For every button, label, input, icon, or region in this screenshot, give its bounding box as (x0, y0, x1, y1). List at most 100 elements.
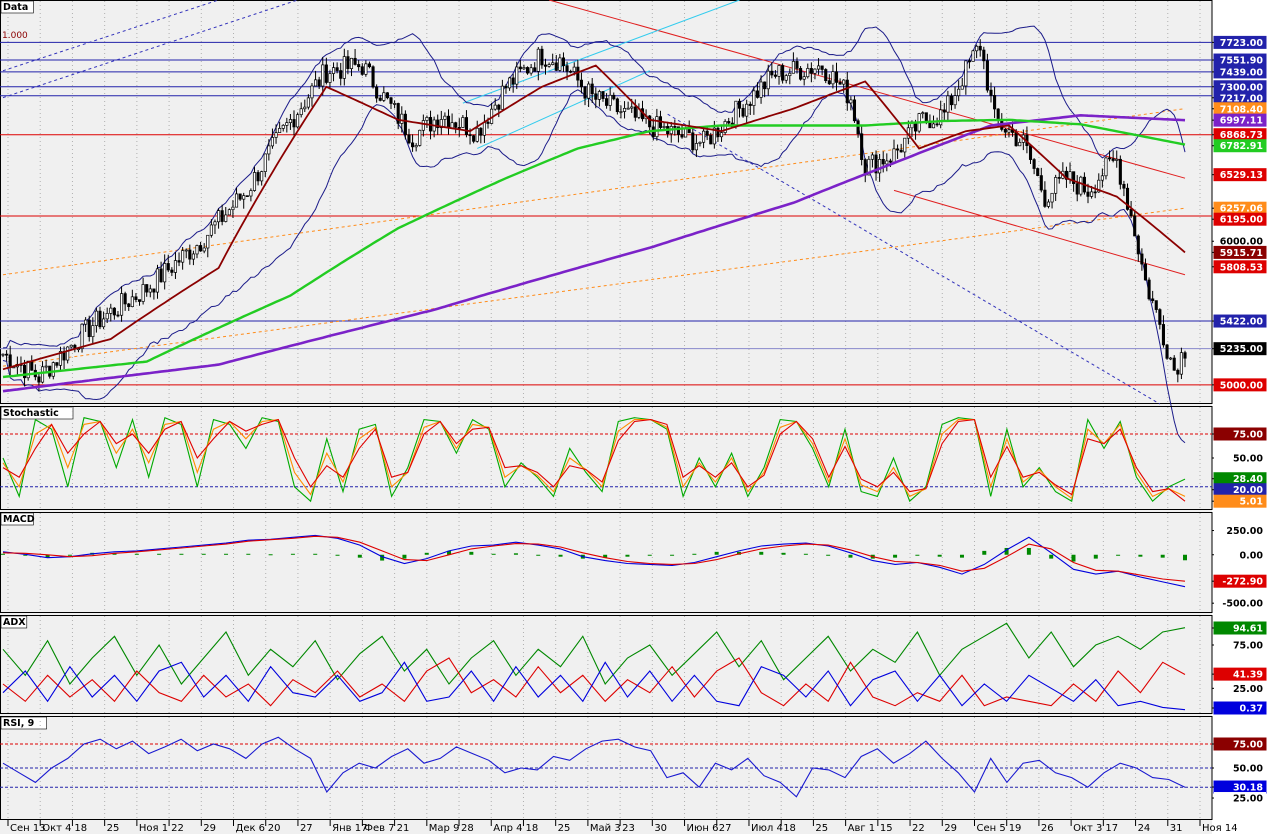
price-tag-label: 6195.00 (1220, 215, 1264, 226)
price-tag: 7439.00 (1212, 65, 1267, 79)
price-tag: -500.00 (1212, 597, 1266, 610)
price-tag: 25.00 (1212, 682, 1266, 695)
date-label: 29 (203, 823, 216, 834)
macd-histogram-bar (803, 553, 808, 555)
date-label: 25 (107, 823, 120, 834)
price-tag-label: 5808.53 (1220, 262, 1263, 273)
candle-body (84, 319, 88, 325)
price-tag-label: 75.00 (1233, 740, 1263, 751)
candle-body (112, 307, 116, 316)
trend-channel-line (2, 207, 1186, 367)
candle-body (881, 159, 885, 165)
price-tag-label: 6997.11 (1220, 116, 1263, 127)
candle-body (985, 60, 989, 91)
panel-frame (0, 0, 1213, 404)
candle-body (784, 75, 788, 81)
price-tag-label: 5915.71 (1220, 248, 1263, 259)
date-label: 27 (719, 823, 732, 834)
macd-histogram-bar (290, 553, 295, 555)
candle-body (791, 61, 795, 74)
price-tag: 41.39 (1212, 667, 1267, 681)
candle-body (234, 193, 239, 208)
candle-body (802, 76, 806, 80)
macd-histogram-bar (1160, 554, 1165, 558)
candle-body (303, 106, 307, 110)
candle-body (612, 94, 616, 100)
candle-body (349, 57, 354, 69)
price-tag-label: 7108.40 (1220, 104, 1264, 115)
candle-body (1028, 145, 1033, 160)
candle-body (382, 92, 386, 101)
price-tag-label: 41.39 (1233, 670, 1263, 681)
panel-title-box (0, 615, 28, 629)
date-label: 27 (300, 823, 313, 834)
candle-body (256, 172, 260, 182)
date-label: 31 (1170, 823, 1183, 834)
candle-body (173, 260, 177, 273)
date-label: 18 (783, 823, 796, 834)
candle-body (619, 111, 623, 113)
candle-body (1064, 170, 1068, 180)
price-tag-label: 5235.00 (1220, 344, 1264, 355)
candle-body (515, 66, 519, 85)
candle-body (288, 119, 292, 123)
candle-body (903, 137, 907, 153)
candle-body (436, 119, 440, 129)
candle-body (558, 57, 562, 71)
candle-body (1046, 201, 1051, 207)
candle-body (396, 103, 400, 124)
candle-body (1104, 157, 1108, 177)
panel-title-box (0, 716, 47, 730)
price-tag: 6195.00 (1212, 212, 1267, 226)
price-tag: 7551.90 (1212, 53, 1267, 67)
indicator-series-0 (2, 622, 1186, 686)
macd-histogram-bar (380, 554, 385, 561)
candle-body (1133, 215, 1137, 237)
panel-title: Data (3, 2, 28, 13)
candle-body (842, 79, 846, 85)
candle-body (892, 148, 896, 163)
indicator-series-0 (2, 534, 1186, 588)
candle-body (242, 195, 246, 200)
candle-body (827, 80, 831, 85)
candle-body (709, 135, 713, 145)
price-tag: 6000.00 (1212, 235, 1266, 248)
candle-body (1172, 357, 1176, 371)
candle-body (565, 65, 569, 72)
indicator-series-0 (2, 736, 1186, 798)
candle-body (231, 206, 235, 211)
candle-body (497, 104, 501, 110)
price-tag: 6782.91 (1212, 139, 1267, 153)
candle-body (856, 120, 860, 135)
candle-body (278, 128, 282, 133)
price-tag-label: 75.00 (1233, 641, 1263, 652)
candle-body (737, 100, 742, 109)
date-label: 17 (1105, 823, 1118, 834)
candle-body (281, 124, 285, 129)
macd-histogram-bar (469, 551, 474, 555)
macd-histogram-bar (558, 554, 563, 557)
candle-body (896, 148, 900, 151)
candle-body (342, 56, 346, 79)
candle-body (40, 366, 45, 383)
candle-body (446, 115, 451, 129)
candle-body (105, 313, 109, 320)
macd-histogram-bar (982, 550, 987, 555)
price-tag-box (1214, 682, 1266, 695)
candle-body (267, 145, 271, 155)
price-tag: 7723.00 (1212, 35, 1267, 49)
candle-body (831, 71, 835, 85)
price-tag: 94.61 (1212, 621, 1267, 635)
candle-body (1176, 369, 1180, 375)
price-tag-label: 50.00 (1233, 454, 1263, 465)
price-tag-label: 6868.73 (1220, 130, 1263, 141)
candle-body (630, 106, 634, 109)
macd-histogram-bar (915, 554, 920, 556)
candle-body (806, 68, 810, 78)
date-label: Ноя 1 (139, 823, 168, 834)
macd-histogram-bar (625, 554, 630, 557)
candle-body (547, 64, 551, 67)
candle-body (508, 77, 512, 89)
